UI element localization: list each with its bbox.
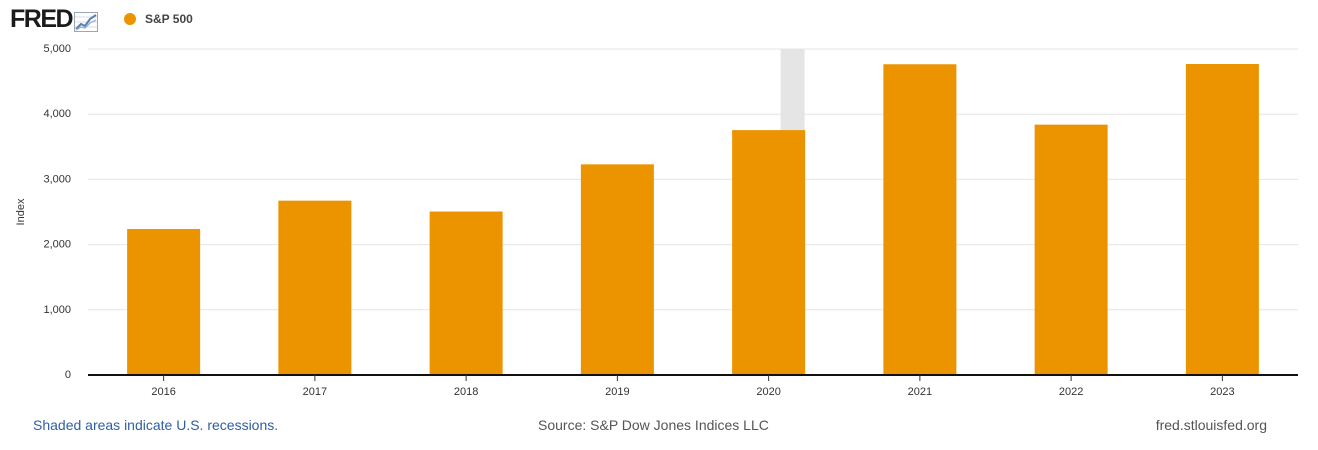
bar <box>278 200 352 375</box>
bars <box>127 63 1259 375</box>
y-tick-label: 5,000 <box>43 43 71 55</box>
fred-logo-text: FRED <box>10 5 74 33</box>
x-tick-label: 2020 <box>756 386 780 398</box>
y-tick-label: 3,000 <box>43 173 71 185</box>
recession-note[interactable]: Shaded areas indicate U.S. recessions. <box>33 417 279 433</box>
x-tick-label: 2022 <box>1059 386 1083 398</box>
y-tick-label: 2,000 <box>43 239 71 251</box>
bar <box>883 64 957 375</box>
site-link[interactable]: fred.stlouisfed.org <box>1155 417 1267 433</box>
bar <box>127 229 201 375</box>
x-tick-label: 2023 <box>1210 386 1234 398</box>
bar <box>429 211 503 375</box>
source-note: Source: S&P Dow Jones Indices LLC <box>538 417 769 433</box>
x-tick-label: 2016 <box>151 386 175 398</box>
y-tick-label: 1,000 <box>43 304 71 316</box>
legend-series-label: S&P 500 <box>145 12 193 26</box>
y-axis-label: Index <box>15 198 27 225</box>
x-tick-label: 2017 <box>303 386 327 398</box>
legend-swatch <box>124 13 136 25</box>
bar <box>1034 124 1108 375</box>
x-tick-label: 2018 <box>454 386 478 398</box>
x-tick-label: 2019 <box>605 386 629 398</box>
chart-header: FRED S&P 500 <box>0 0 1318 40</box>
bar <box>732 130 806 375</box>
y-tick-labels: 0 1,000 2,000 3,000 4,000 5,000 <box>43 43 71 381</box>
x-tick-labels: 2016 2017 2018 2019 2020 2021 2022 2023 <box>151 375 1235 398</box>
legend[interactable]: S&P 500 <box>124 12 193 26</box>
y-tick-label: 0 <box>65 369 71 381</box>
y-tick-label: 4,000 <box>43 108 71 120</box>
fred-logo[interactable]: FRED <box>10 5 99 33</box>
trend-graph-icon <box>74 12 99 32</box>
x-tick-label: 2021 <box>908 386 932 398</box>
bar <box>1185 63 1259 375</box>
bar <box>580 164 654 375</box>
gridlines <box>88 48 1298 311</box>
